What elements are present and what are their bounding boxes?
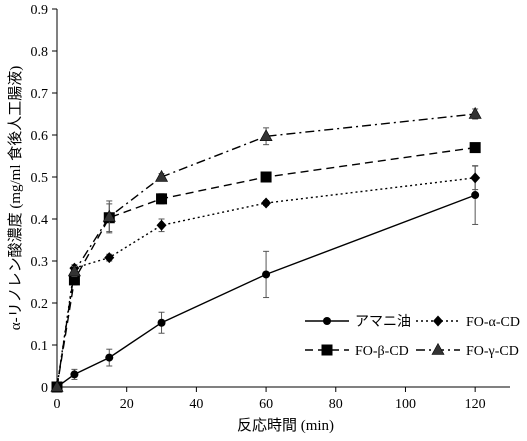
data-point — [471, 191, 480, 200]
data-point — [105, 353, 114, 362]
data-point — [468, 106, 482, 119]
legend-marker — [321, 344, 333, 356]
legend-entry: アマニ油 — [305, 314, 411, 330]
legend-label: FO-β-CD — [355, 344, 409, 359]
series-line — [56, 113, 476, 388]
y-tick-label: 0.5 — [31, 171, 49, 186]
x-tick-label: 60 — [259, 397, 273, 412]
x-tick-label: 0 — [54, 397, 61, 412]
legend-marker — [431, 342, 445, 355]
data-point — [67, 264, 81, 277]
data-point — [50, 379, 64, 392]
y-tick-label: 0.7 — [31, 87, 49, 102]
data-point — [470, 172, 481, 184]
x-tick-label: 40 — [189, 397, 203, 412]
legend: アマニ油 FO-α-CD FO-β-CD FO-γ-CD — [305, 314, 520, 359]
series-4 — [50, 106, 482, 392]
series-line — [56, 146, 476, 388]
legend-marker — [433, 315, 443, 327]
y-tick-label: 0.9 — [31, 3, 49, 18]
x-tick-label: 80 — [329, 397, 343, 412]
data-point — [262, 270, 271, 279]
data-point — [260, 171, 272, 183]
x-tick-label: 120 — [465, 397, 486, 412]
data-point — [102, 209, 116, 222]
y-tick-label: 0.8 — [31, 45, 49, 60]
data-point — [104, 252, 115, 264]
y-tick-label: 0 — [41, 381, 48, 396]
legend-entry: FO-α-CD — [416, 315, 520, 330]
data-point — [156, 193, 168, 205]
y-tick-label: 0.6 — [31, 129, 49, 144]
data-point — [156, 219, 167, 231]
data-point — [70, 370, 79, 379]
legend-marker — [323, 317, 331, 325]
y-tick-label: 0.2 — [31, 297, 49, 312]
legend-entry: FO-β-CD — [305, 344, 409, 359]
axes: 0 0.1 0.2 0.3 0.4 0.5 0.6 0.7 0.8 0.9 0 20 40 60 80 100… — [31, 3, 510, 412]
data-point — [259, 129, 273, 142]
y-tick-label: 0.4 — [31, 213, 49, 228]
legend-label: FO-γ-CD — [466, 344, 519, 359]
legend-label: アマニ油 — [355, 314, 411, 330]
legend-label: FO-α-CD — [466, 315, 520, 330]
data-point — [157, 318, 166, 327]
data-point — [261, 197, 272, 209]
y-axis-title: α-リノレン酸濃度 (mg/ml 食後人工腸液) — [7, 66, 24, 331]
x-axis-title: 反応時間 (min) — [237, 417, 334, 434]
y-tick-label: 0.3 — [31, 255, 49, 270]
legend-entry: FO-γ-CD — [416, 342, 519, 359]
series-layer — [50, 106, 482, 393]
y-tick-label: 0.1 — [31, 339, 49, 354]
x-tick-label: 100 — [395, 397, 416, 412]
x-tick-label: 20 — [120, 397, 134, 412]
data-point — [155, 169, 169, 182]
data-point — [68, 274, 80, 286]
data-point — [469, 142, 481, 154]
